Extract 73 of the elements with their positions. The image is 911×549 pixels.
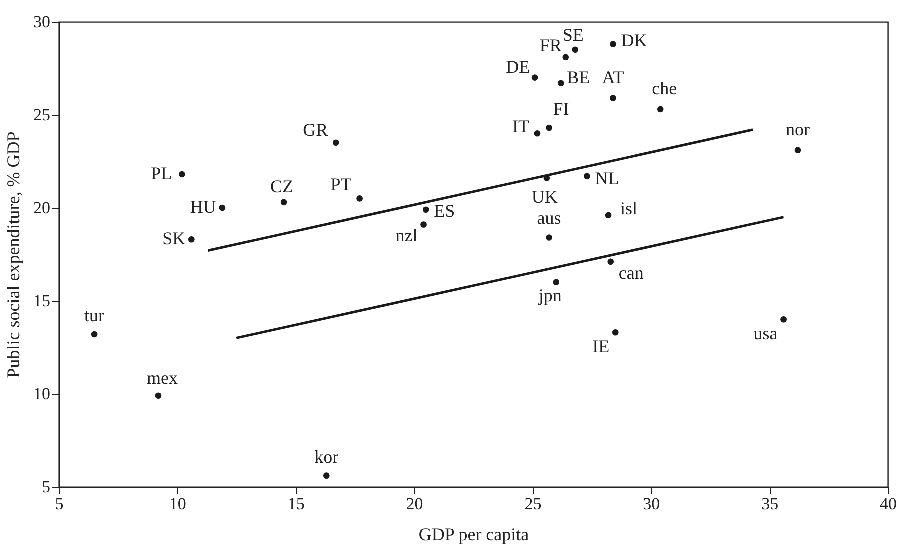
y-tick-label: 20 [34, 198, 50, 218]
point [546, 124, 552, 132]
x-tick-label: 15 [288, 494, 305, 514]
point [608, 258, 614, 266]
x-axis-title: GDP per capita [418, 524, 530, 544]
point [534, 130, 541, 137]
annotation: IT [512, 116, 530, 137]
point [188, 236, 195, 243]
annotation: AT [602, 67, 624, 88]
x-tick-label: 35 [762, 494, 779, 514]
annotation: NL [595, 168, 620, 188]
point [610, 41, 616, 48]
point [553, 279, 560, 286]
y-tick-label: 30 [34, 12, 50, 32]
y-tick-label: 5 [42, 478, 50, 496]
point [356, 196, 363, 202]
point [605, 212, 612, 219]
annotation: IE [592, 336, 610, 357]
point [323, 472, 330, 479]
point [584, 173, 590, 180]
annotation: UK [532, 187, 558, 208]
annotation: mex [146, 368, 178, 388]
point [558, 80, 564, 87]
point [780, 316, 787, 323]
annotation: GR [303, 120, 328, 140]
annotation: HU [190, 197, 216, 217]
y-axis-title: Public social expenditure, % GDP [4, 132, 24, 378]
annotation: tur [84, 305, 105, 326]
point [546, 234, 552, 241]
annotation: nzl [396, 226, 418, 246]
point [420, 222, 427, 228]
point [422, 206, 430, 214]
annotation: FI [553, 99, 570, 120]
point [532, 74, 538, 81]
annotation: SE [562, 24, 584, 45]
annotation: PT [330, 174, 352, 195]
annotation: usa [754, 324, 778, 344]
point [794, 147, 802, 154]
annotation: DK [621, 30, 648, 50]
annotation: PL [151, 164, 172, 184]
point [572, 46, 579, 54]
point [219, 204, 226, 212]
point [332, 140, 340, 146]
annotation: che [652, 78, 678, 98]
annotation: DE [506, 56, 530, 77]
point [179, 171, 186, 178]
point [280, 199, 288, 206]
annotation: BE [567, 67, 590, 88]
annotation: jpn [538, 285, 562, 306]
annotation: ES [434, 200, 456, 221]
annotation: SK [162, 228, 186, 249]
annotation: CZ [270, 176, 294, 196]
x-tick-label: 30 [643, 494, 660, 514]
x-tick-label: 20 [406, 494, 424, 514]
annotation: aus [537, 208, 562, 228]
x-tick-label: 5 [55, 494, 64, 514]
x-tick-label: 40 [880, 494, 897, 514]
annotation: isl [620, 198, 638, 218]
y-tick-label: 15 [34, 292, 50, 310]
annotation: can [618, 262, 644, 283]
x-tick-label: 10 [169, 494, 186, 514]
point [562, 54, 570, 60]
point [91, 331, 98, 338]
x-tick-label: 25 [524, 494, 542, 514]
point [155, 392, 162, 400]
point [612, 329, 619, 336]
point [657, 106, 664, 113]
annotation: FR [540, 35, 562, 56]
y-tick-label: 25 [34, 106, 50, 124]
annotation: nor [786, 119, 810, 140]
point [610, 95, 616, 102]
y-tick-label: 10 [34, 384, 50, 404]
annotation: kor [314, 446, 339, 467]
